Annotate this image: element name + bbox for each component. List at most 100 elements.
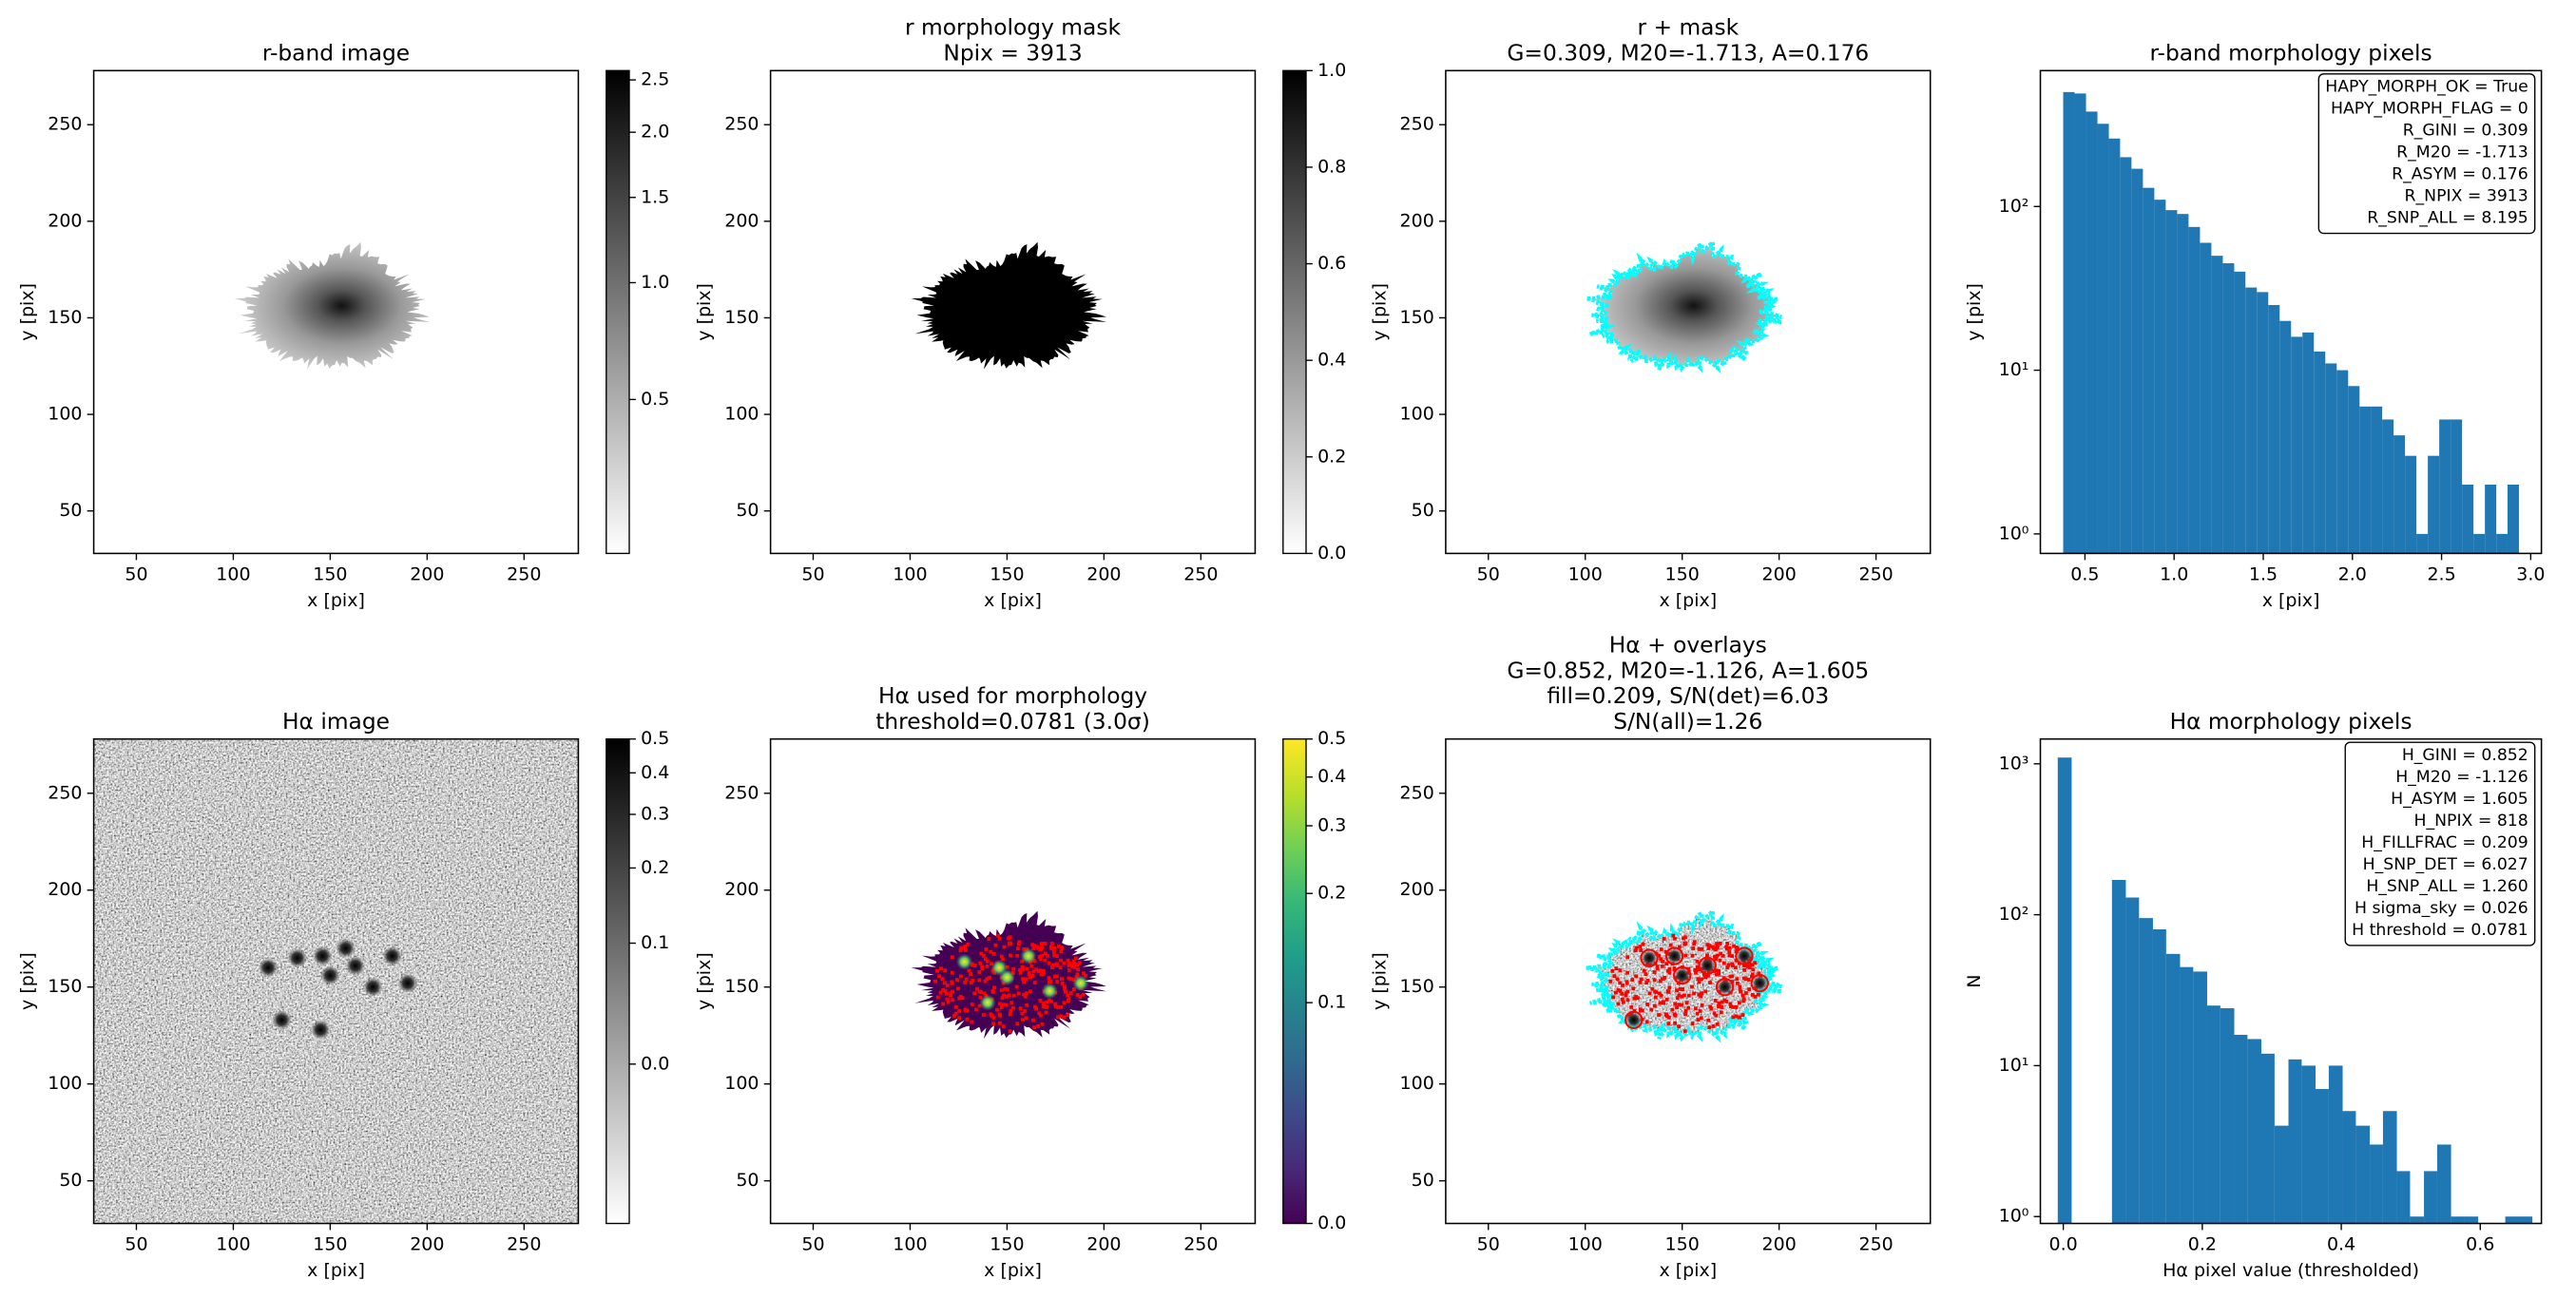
detection-pixel	[964, 977, 969, 982]
detection-pixel	[1740, 993, 1745, 998]
histogram-bar	[2424, 1171, 2437, 1224]
colorbar-tick-label: 0.8	[1317, 156, 1346, 177]
detection-pixel	[1675, 1005, 1679, 1010]
detection-pixel	[1071, 962, 1076, 966]
detection-pixel	[1645, 1003, 1650, 1006]
colorbar-tick-label: 0.0	[1317, 1213, 1346, 1233]
y-tick-label: 50	[1412, 500, 1434, 521]
detection-pixel	[1655, 965, 1660, 969]
plot-area	[93, 738, 579, 1224]
detection-pixel	[1634, 974, 1639, 979]
histogram-bar	[2342, 1111, 2356, 1224]
plot-area	[234, 241, 431, 370]
detection-pixel	[1017, 942, 1021, 946]
detection-pixel	[1730, 980, 1735, 984]
detection-pixel	[1052, 953, 1057, 958]
detection-pixel	[1064, 989, 1067, 994]
histogram-bar	[2436, 1144, 2451, 1224]
detection-pixel	[1047, 961, 1051, 965]
plot-area	[2063, 91, 2519, 554]
detection-pixel	[1641, 942, 1645, 946]
detection-pixel	[1018, 1006, 1023, 1011]
x-tick-label: 100	[216, 1233, 250, 1254]
detection-pixel	[1612, 974, 1617, 979]
histogram-bar	[2462, 485, 2474, 554]
colorbar	[1282, 69, 1307, 555]
detection-pixel	[1677, 1024, 1682, 1029]
detection-pixel	[1680, 1003, 1683, 1007]
detection-pixel	[1043, 958, 1048, 963]
detection-pixel	[1658, 979, 1663, 984]
y-tick-label: 200	[724, 879, 759, 900]
detection-pixel	[991, 1015, 996, 1020]
detection-pixel	[1682, 936, 1685, 941]
detection-pixel	[933, 979, 938, 984]
detection-pixel	[1682, 942, 1687, 946]
detection-pixel	[1757, 992, 1760, 997]
detection-pixel	[1682, 1029, 1687, 1034]
histogram-bar	[2473, 533, 2486, 554]
detection-pixel	[1002, 945, 1007, 949]
detection-pixel	[1032, 944, 1037, 948]
histogram-bar	[2154, 200, 2166, 554]
detection-pixel	[1683, 1008, 1688, 1013]
detection-pixel	[1711, 1024, 1716, 1028]
detection-pixel	[1694, 970, 1698, 975]
colorbar-tick-label: 0.4	[1317, 350, 1346, 371]
detection-pixel	[980, 965, 985, 969]
detection-pixel	[1677, 1003, 1682, 1007]
detection-pixel	[1718, 942, 1722, 946]
detection-pixel	[969, 972, 973, 976]
x-axis-label: x [pix]	[307, 1260, 365, 1281]
detection-pixel	[1008, 942, 1012, 946]
y-tick-label: 200	[48, 879, 82, 900]
detection-pixel	[1056, 1015, 1060, 1020]
y-tick-label: 10²	[1999, 904, 2029, 925]
detection-pixel	[1044, 1010, 1048, 1015]
detection-pixel	[975, 986, 979, 991]
detection-pixel	[1040, 1022, 1045, 1026]
detection-pixel	[1067, 999, 1070, 1003]
histogram-bar	[2371, 406, 2383, 554]
detection-pixel	[1709, 1006, 1714, 1011]
axes-frame	[92, 69, 580, 555]
x-tick-label: 250	[1858, 1233, 1893, 1254]
detection-pixel	[977, 970, 982, 974]
detection-pixel	[1751, 993, 1755, 997]
detection-pixel	[1718, 958, 1722, 963]
histogram-bar	[2325, 363, 2337, 554]
detection-pixel	[1023, 994, 1028, 999]
emission-knot	[1665, 947, 1683, 965]
histogram-bar	[2301, 1065, 2316, 1224]
colorbar-tick-label: 0.1	[1317, 992, 1346, 1013]
detection-pixel	[1717, 971, 1721, 976]
histogram-bar	[2165, 953, 2181, 1224]
detection-pixel	[1014, 984, 1019, 989]
annotation-frame	[2344, 741, 2536, 946]
detection-pixel	[1683, 1012, 1687, 1017]
annotation-line: H_SNP_ALL = 1.260	[2366, 877, 2528, 896]
detection-pixel	[958, 974, 963, 979]
detection-pixel	[1618, 989, 1623, 993]
detection-pixel	[957, 996, 962, 1001]
detection-pixel	[985, 959, 990, 964]
detection-pixel	[1039, 972, 1044, 977]
histogram-bar	[2247, 1039, 2261, 1224]
detection-pixel	[1744, 991, 1748, 995]
detection-pixel	[1686, 993, 1691, 998]
detection-pixel	[1638, 980, 1643, 984]
detection-pixel	[1697, 946, 1701, 951]
detection-pixel	[1682, 993, 1686, 998]
y-tick-label: 100	[724, 404, 759, 425]
x-tick-label: 1.5	[2249, 564, 2278, 584]
plot-area	[1586, 906, 1782, 1043]
detection-pixel	[992, 985, 996, 990]
detection-pixel	[1649, 1007, 1654, 1012]
colorbar-tick-label: 0.2	[641, 857, 669, 878]
histogram-bar	[2336, 370, 2349, 554]
detection-pixel	[1052, 946, 1057, 950]
detection-pixel	[1645, 978, 1650, 983]
detection-pixel	[1714, 957, 1718, 961]
emission-knot	[397, 973, 418, 994]
detection-pixel	[1683, 935, 1687, 940]
